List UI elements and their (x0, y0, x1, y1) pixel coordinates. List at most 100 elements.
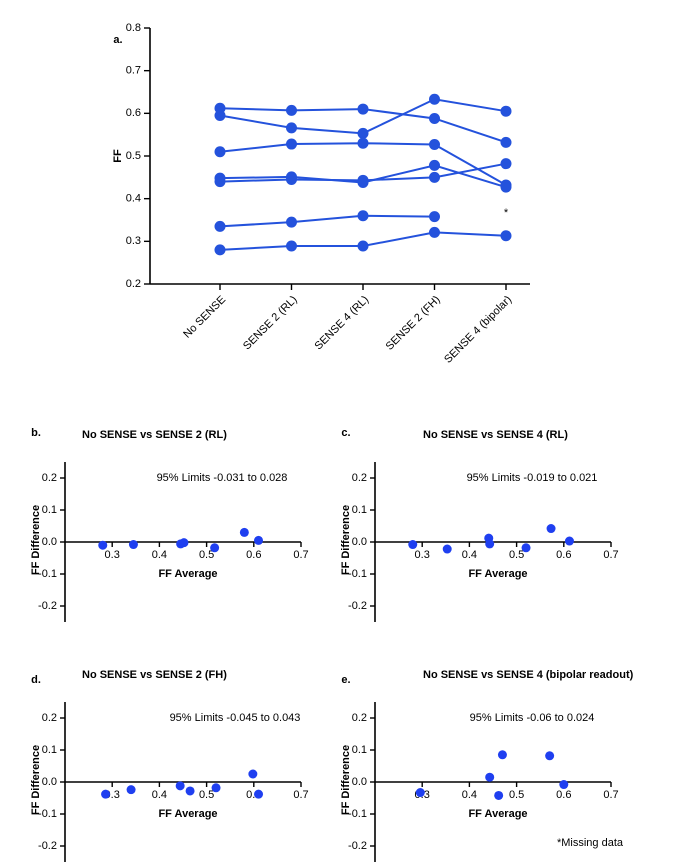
data-point (214, 244, 226, 256)
data-point (286, 216, 297, 228)
data-point (357, 174, 369, 186)
x-tick-label: 0.4 (462, 789, 477, 801)
data-point (429, 226, 440, 238)
y-tick-label: -0.2 (38, 840, 57, 852)
y-tick-label: 0.1 (352, 744, 367, 756)
panel-label: d. (31, 674, 41, 686)
data-point (286, 173, 297, 185)
data-point (357, 210, 369, 222)
y-tick-label: 0.0 (42, 536, 57, 548)
x-axis-label: FF Average (158, 808, 217, 820)
y-tick-label: -0.1 (38, 568, 57, 580)
x-tick-label: SENSE 2 (FH) (384, 294, 443, 353)
data-point (429, 211, 440, 223)
data-point (559, 780, 569, 790)
x-tick-label: 0.4 (152, 549, 167, 561)
data-point (357, 240, 369, 252)
y-axis-label: FF (112, 149, 124, 163)
data-point (286, 122, 297, 134)
data-point (429, 171, 440, 183)
data-point (101, 789, 111, 799)
y-tick-label: 0.5 (126, 150, 141, 162)
y-tick-label: 0.0 (42, 776, 57, 788)
x-tick-label: No SENSE (181, 294, 228, 341)
data-point (485, 772, 495, 782)
series-line (219, 214, 435, 228)
data-point (357, 137, 369, 149)
y-tick-label: 0.1 (42, 504, 57, 516)
chart-title: No SENSE vs SENSE 4 (RL) (423, 429, 568, 441)
y-tick-label: 0.4 (126, 193, 141, 205)
x-tick-label: 0.7 (293, 549, 308, 561)
x-axis-label: FF Average (158, 568, 217, 580)
data-point (254, 535, 264, 545)
x-tick-label: 0.6 (556, 789, 571, 801)
data-point (239, 527, 249, 537)
x-tick-label: 0.6 (556, 549, 571, 561)
y-tick-label: 0.0 (352, 536, 367, 548)
y-tick-label: 0.2 (42, 472, 57, 484)
data-point (500, 105, 512, 117)
x-tick-label: 0.3 (105, 549, 120, 561)
data-point (429, 159, 440, 171)
y-tick-label: -0.2 (38, 600, 57, 612)
footnote: *Missing data (557, 837, 624, 849)
y-tick-label: 0.6 (126, 107, 141, 119)
data-point (179, 538, 189, 548)
y-tick-label: 0.1 (42, 744, 57, 756)
y-axis-label: FF Difference (340, 505, 352, 575)
x-tick-label: SENSE 4 (bipolar) (442, 294, 514, 366)
data-point (546, 524, 556, 534)
y-tick-label: 0.3 (126, 235, 141, 247)
data-point (408, 540, 418, 550)
chart-title: No SENSE vs SENSE 4 (bipolar readout) (423, 669, 634, 681)
chart-title: No SENSE vs SENSE 2 (RL) (82, 429, 227, 441)
data-point (254, 789, 264, 799)
data-point (429, 138, 440, 150)
y-axis-label: FF Difference (30, 505, 42, 575)
data-point (500, 181, 512, 193)
x-tick-label: 0.7 (293, 789, 308, 801)
data-point (564, 536, 574, 546)
data-point (286, 104, 297, 116)
y-tick-label: 0.1 (352, 504, 367, 516)
y-tick-label: 0.2 (126, 278, 141, 290)
data-point (128, 540, 138, 550)
data-point (442, 544, 452, 554)
data-point (500, 158, 512, 170)
y-tick-label: 0.7 (126, 65, 141, 77)
data-point (500, 136, 512, 148)
data-point (211, 783, 221, 793)
data-point (210, 543, 220, 553)
x-tick-label: 0.5 (199, 549, 214, 561)
data-point (248, 769, 258, 779)
y-tick-label: 0.8 (126, 22, 141, 34)
x-tick-label: 0.5 (509, 789, 524, 801)
x-tick-label: 0.7 (603, 789, 618, 801)
data-point (357, 127, 369, 139)
data-point (357, 103, 369, 115)
data-point (500, 230, 512, 242)
data-point (415, 788, 425, 798)
data-point (214, 146, 226, 158)
data-point (494, 790, 504, 800)
data-point (497, 750, 507, 760)
annotation: 95% Limits -0.045 to 0.043 (170, 712, 301, 724)
annotation: * (504, 207, 509, 219)
x-tick-label: SENSE 2 (RL) (241, 294, 300, 353)
x-axis-label: FF Average (468, 808, 527, 820)
annotation: 95% Limits -0.031 to 0.028 (157, 472, 288, 484)
x-axis-label: FF Average (468, 568, 527, 580)
data-point (214, 176, 226, 188)
x-tick-label: 0.4 (152, 789, 167, 801)
x-tick-label: 0.5 (509, 549, 524, 561)
y-tick-label: -0.1 (348, 808, 367, 820)
x-tick-label: 0.7 (603, 549, 618, 561)
x-tick-label: 0.5 (199, 789, 214, 801)
y-tick-label: 0.2 (352, 472, 367, 484)
data-point (286, 240, 297, 252)
y-tick-label: -0.1 (38, 808, 57, 820)
data-point (429, 112, 440, 124)
data-point (214, 109, 226, 121)
